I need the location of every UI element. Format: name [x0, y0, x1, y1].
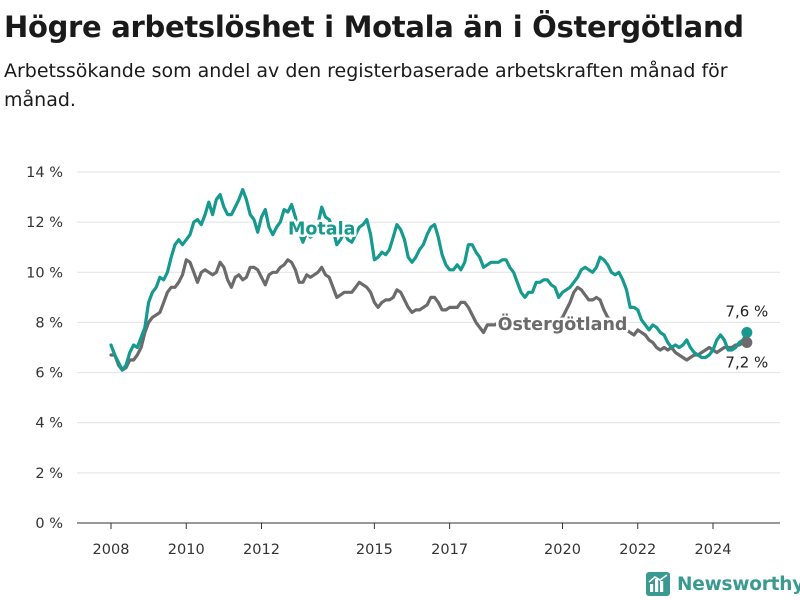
- end-marker-motala: [741, 326, 753, 338]
- x-tick-label: 2008: [93, 542, 130, 558]
- end-label-motala: 7,6 %: [725, 302, 768, 320]
- end-marker-ostergotland: [741, 336, 753, 348]
- x-tick-label: 2024: [695, 542, 732, 558]
- y-tick-label: 10 %: [26, 265, 63, 281]
- chart-subtitle: Arbetssökande som andel av den registerb…: [4, 60, 728, 111]
- end-label-ostergotland: 7,2 %: [725, 353, 768, 371]
- y-tick-label: 12 %: [26, 215, 63, 231]
- x-tick-label: 2015: [356, 542, 393, 558]
- y-tick-label: 0 %: [35, 516, 63, 532]
- series-annotation-motala: Motala: [288, 220, 355, 240]
- x-tick-label: 2012: [243, 542, 280, 558]
- series-line-motala: [109, 188, 749, 372]
- y-tick-label: 8 %: [35, 315, 63, 331]
- chart-title: Högre arbetslöshet i Motala än i Östergö…: [4, 10, 744, 44]
- x-tick-label: 2010: [168, 542, 205, 558]
- x-tick-label: 2020: [544, 542, 581, 558]
- brand-name: Newsworthy: [677, 573, 800, 595]
- x-tick-label: 2022: [619, 542, 656, 558]
- x-tick-label: 2017: [431, 542, 468, 558]
- y-tick-label: 2 %: [35, 466, 63, 482]
- brand-logo: Newsworthy: [646, 570, 800, 598]
- y-tick-label: 6 %: [35, 366, 63, 382]
- y-tick-label: 4 %: [35, 416, 63, 432]
- series-annotation-ostergotland: Östergötland: [498, 313, 628, 335]
- y-tick-label: 14 %: [26, 165, 63, 181]
- bar-chart-logo-icon: [646, 572, 670, 596]
- series-line-ostergotland: [109, 258, 749, 372]
